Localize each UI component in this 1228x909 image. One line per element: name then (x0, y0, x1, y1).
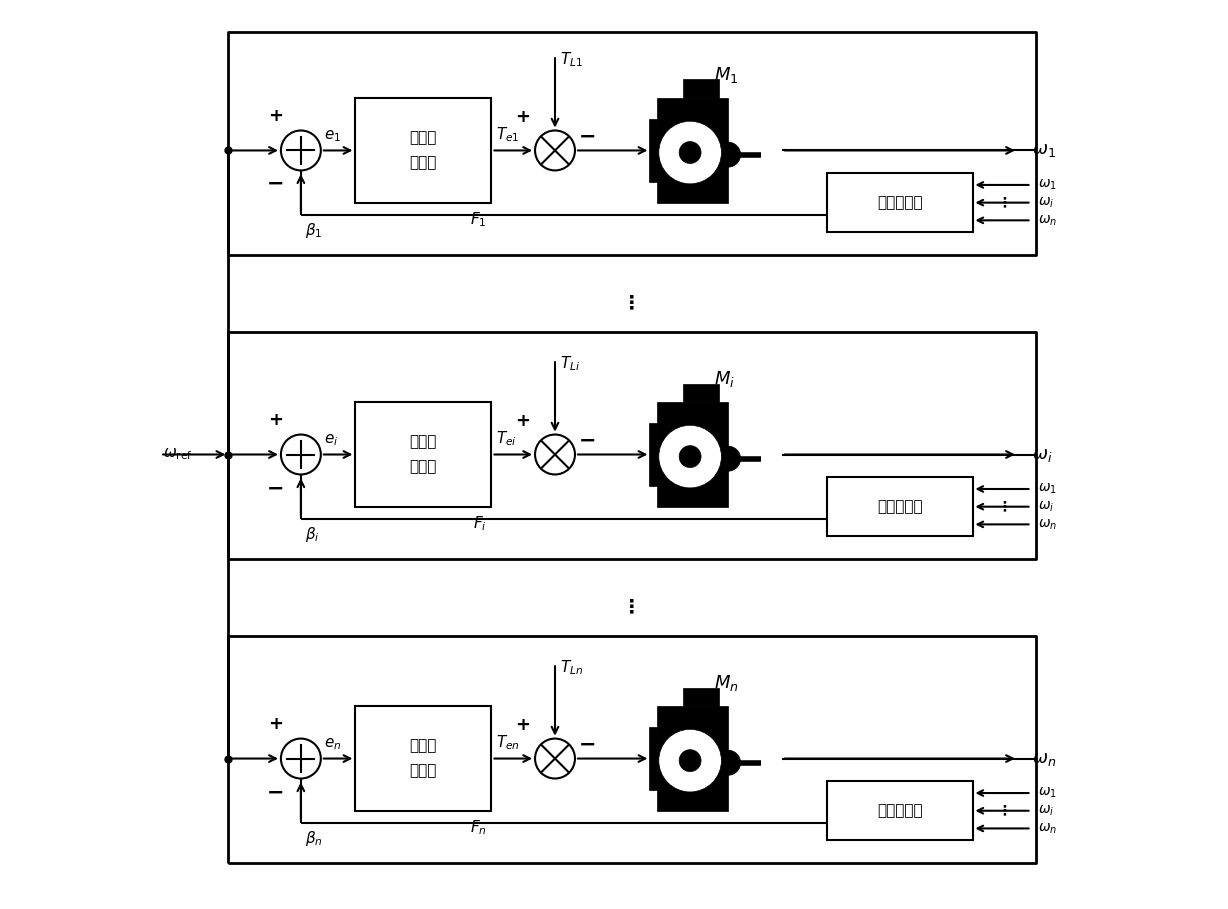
Bar (355, 706, 491, 811)
Circle shape (679, 445, 701, 467)
Circle shape (679, 750, 701, 772)
Text: −: − (578, 127, 596, 147)
Text: $F_{i}$: $F_{i}$ (473, 514, 488, 533)
Bar (355, 98, 491, 203)
Bar (683, 79, 720, 98)
Text: $\omega_{1}$: $\omega_{1}$ (1032, 142, 1055, 159)
Circle shape (658, 425, 721, 488)
Bar (657, 98, 728, 203)
Text: $\beta_{1}$: $\beta_{1}$ (306, 221, 323, 240)
Circle shape (716, 750, 740, 775)
Text: ⋮: ⋮ (623, 293, 642, 312)
Text: +: + (516, 412, 530, 430)
Text: $T_{e1}$: $T_{e1}$ (496, 125, 519, 145)
Text: −: − (578, 431, 596, 451)
Text: $T_{Ln}$: $T_{Ln}$ (560, 659, 583, 677)
Text: −: − (266, 782, 284, 802)
Text: 控制器: 控制器 (410, 460, 437, 474)
Text: +: + (268, 411, 282, 429)
Text: $\omega_{n}$: $\omega_{n}$ (1032, 750, 1056, 767)
Text: $T_{en}$: $T_{en}$ (496, 734, 519, 752)
Text: $\beta_{n}$: $\beta_{n}$ (306, 829, 323, 848)
Bar (828, 477, 973, 536)
Text: 控制器: 控制器 (410, 764, 437, 779)
Bar (648, 119, 657, 182)
Text: 同步补偿器: 同步补偿器 (877, 195, 922, 210)
Text: 转速环: 转速环 (410, 738, 437, 754)
Text: $M_{n}$: $M_{n}$ (713, 674, 738, 694)
Text: $\omega_{\rm ref}$: $\omega_{\rm ref}$ (163, 446, 193, 463)
Text: +: + (516, 108, 530, 126)
Circle shape (716, 142, 740, 167)
Text: +: + (268, 715, 282, 734)
Text: $\omega_{i}$: $\omega_{i}$ (1032, 445, 1052, 464)
Text: $\omega_n$: $\omega_n$ (1038, 821, 1057, 835)
Text: $F_{1}$: $F_{1}$ (470, 210, 488, 228)
Text: $M_{i}$: $M_{i}$ (713, 369, 734, 389)
Text: $e_{i}$: $e_{i}$ (324, 433, 339, 448)
Text: $T_{Li}$: $T_{Li}$ (560, 355, 581, 374)
Text: 转速环: 转速环 (410, 435, 437, 449)
Text: $\omega_n$: $\omega_n$ (1038, 213, 1057, 227)
Text: $\omega_i$: $\omega_i$ (1038, 804, 1054, 818)
Text: $T_{ei}$: $T_{ei}$ (496, 429, 517, 448)
Text: $\omega_1$: $\omega_1$ (1038, 178, 1057, 192)
Text: −: − (266, 174, 284, 194)
Text: −: − (578, 734, 596, 754)
Text: ⋮: ⋮ (997, 500, 1011, 514)
Circle shape (716, 446, 740, 471)
Text: ⋮: ⋮ (997, 195, 1011, 210)
Text: $\omega_n$: $\omega_n$ (1038, 517, 1057, 532)
Text: 控制器: 控制器 (410, 155, 437, 171)
Text: +: + (268, 107, 282, 125)
Bar (355, 403, 491, 506)
Text: $\omega_1$: $\omega_1$ (1038, 482, 1057, 496)
Text: $\omega_i$: $\omega_i$ (1038, 499, 1054, 514)
Text: $e_{1}$: $e_{1}$ (324, 128, 341, 145)
Text: 转速环: 转速环 (410, 130, 437, 145)
Bar (683, 687, 720, 706)
Bar (648, 727, 657, 790)
Text: $M_{1}$: $M_{1}$ (713, 65, 738, 85)
Circle shape (658, 121, 721, 184)
Bar (648, 424, 657, 485)
Bar (828, 173, 973, 232)
Text: $\omega_i$: $\omega_i$ (1038, 195, 1054, 210)
Text: −: − (266, 478, 284, 498)
Text: $F_{n}$: $F_{n}$ (470, 818, 488, 836)
Bar (683, 384, 720, 403)
Text: $T_{L1}$: $T_{L1}$ (560, 51, 583, 69)
Text: ⋮: ⋮ (623, 597, 642, 616)
Text: $e_{n}$: $e_{n}$ (324, 736, 341, 752)
Bar (657, 706, 728, 811)
Bar (657, 403, 728, 506)
Text: +: + (516, 716, 530, 734)
Text: $\beta_{i}$: $\beta_{i}$ (306, 524, 321, 544)
Text: 同步补偿器: 同步补偿器 (877, 804, 922, 818)
Bar (828, 781, 973, 840)
Text: ⋮: ⋮ (997, 804, 1011, 818)
Circle shape (679, 142, 701, 164)
Text: 同步补偿器: 同步补偿器 (877, 499, 922, 514)
Circle shape (658, 729, 721, 792)
Text: $\omega_1$: $\omega_1$ (1038, 786, 1057, 800)
